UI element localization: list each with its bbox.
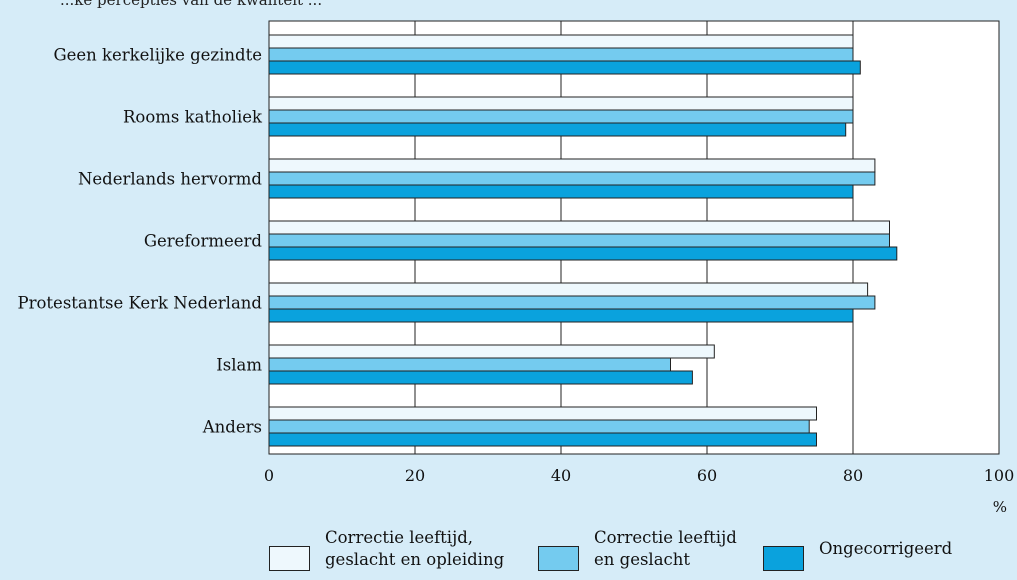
legend-label-line: en geslacht (594, 550, 691, 569)
bar (268, 158, 876, 173)
category-labels: Geen kerkelijke gezindte Rooms katholiek N… (18, 46, 263, 437)
legend-label-line: Correctie leeftijd, (325, 528, 474, 547)
bar (268, 406, 817, 421)
bar (268, 47, 854, 62)
x-tick-label: 20 (405, 466, 425, 485)
bar (268, 171, 876, 186)
legend-label: Ongecorrigeerd (819, 538, 952, 560)
legend-label-line: geslacht en opleiding (325, 550, 505, 569)
legend-label-line: Correctie leeftijd (594, 528, 737, 547)
bar (268, 295, 876, 310)
bar (268, 282, 869, 297)
legend-swatch (269, 546, 310, 571)
bar (268, 370, 693, 385)
category-label: Nederlands hervormd (78, 170, 262, 189)
bar (268, 246, 898, 261)
x-tick-labels: 0 20 40 60 80 100 (264, 466, 1014, 485)
category-label: Rooms katholiek (123, 108, 263, 127)
bar (268, 308, 854, 323)
bar (268, 419, 810, 434)
category-label: Gereformeerd (144, 232, 263, 251)
bar (268, 432, 817, 447)
x-tick-label: 0 (264, 466, 274, 485)
category-label: Protestantse Kerk Nederland (18, 294, 263, 313)
bar (268, 96, 854, 111)
page-title: ...ke percepties van de kwaliteit ... (60, 0, 323, 9)
bar (268, 344, 715, 359)
bar (268, 122, 847, 137)
category-label: Islam (216, 356, 262, 375)
bar (268, 109, 854, 124)
bar (268, 34, 854, 49)
x-axis-label: % (993, 498, 1007, 516)
bar (268, 233, 890, 248)
bar (268, 184, 854, 199)
bar (268, 60, 861, 75)
bar (268, 357, 671, 372)
bars (268, 34, 898, 447)
x-tick-label: 100 (984, 466, 1015, 485)
bar (268, 220, 890, 235)
category-label: Anders (202, 418, 262, 437)
legend-label-line: Ongecorrigeerd (819, 539, 953, 558)
legend: Correctie leeftijd, geslacht en opleidin… (0, 527, 1017, 580)
legend-swatch (538, 546, 579, 571)
legend-label: Correctie leeftijd, geslacht en opleidin… (325, 527, 504, 571)
legend-label: Correctie leeftijd en geslacht (594, 527, 737, 571)
category-label: Geen kerkelijke gezindte (53, 46, 262, 65)
x-tick-label: 40 (551, 466, 571, 485)
x-tick-label: 60 (697, 466, 717, 485)
x-tick-label: 80 (843, 466, 863, 485)
legend-swatch (763, 546, 804, 571)
